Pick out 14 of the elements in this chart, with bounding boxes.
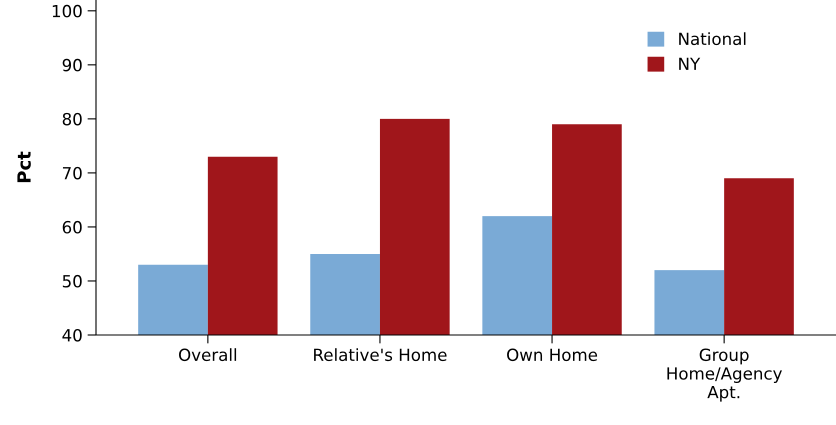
y-tick-label: 90 — [62, 58, 82, 72]
y-tick-label: 40 — [62, 328, 82, 342]
y-tick-label: 60 — [62, 220, 82, 234]
y-tick-label: 100 — [52, 4, 82, 18]
y-axis-title: Pct — [17, 152, 31, 182]
y-tick-label: 50 — [62, 274, 82, 288]
y-tick-label: 70 — [62, 166, 82, 180]
legend-label: National — [679, 32, 746, 46]
x-tick-label: Own Home — [507, 348, 598, 362]
x-tick-label: Relative's Home — [314, 348, 447, 362]
y-tick-label: 80 — [62, 112, 82, 126]
x-tick-label: Group Home/Agency Apt. — [667, 348, 782, 402]
x-tick-label: Overall — [179, 348, 236, 362]
legend-label: NY — [679, 58, 700, 70]
